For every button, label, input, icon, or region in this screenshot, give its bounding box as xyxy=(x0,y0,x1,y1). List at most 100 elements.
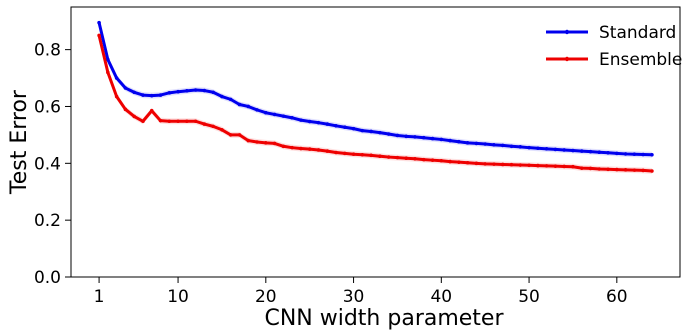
data-point xyxy=(114,76,119,80)
data-point xyxy=(176,119,180,124)
data-point xyxy=(536,163,540,168)
data-point xyxy=(465,160,470,165)
data-point xyxy=(641,152,645,157)
data-point xyxy=(579,166,584,170)
data-point xyxy=(606,167,610,172)
data-point xyxy=(553,147,558,152)
data-point xyxy=(132,114,136,119)
data-point xyxy=(106,70,110,75)
data-point xyxy=(106,57,110,62)
y-axis-label: Test Error xyxy=(7,89,32,195)
data-point xyxy=(334,124,338,128)
data-point xyxy=(246,138,251,143)
data-point xyxy=(325,122,330,126)
data-point xyxy=(114,94,119,99)
data-point xyxy=(457,160,461,164)
data-point xyxy=(421,157,426,162)
data-point xyxy=(299,118,303,122)
data-point xyxy=(597,167,602,171)
data-point xyxy=(299,146,303,151)
x-tick-label: 30 xyxy=(343,287,365,307)
data-point xyxy=(465,141,470,145)
data-point xyxy=(272,112,277,117)
data-point xyxy=(369,129,373,134)
data-point xyxy=(290,116,294,120)
legend: Standard Ensemble xyxy=(546,23,682,70)
y-tick-label: 0.2 xyxy=(34,211,61,231)
data-point xyxy=(342,151,347,156)
data-point xyxy=(202,122,207,126)
data-point xyxy=(413,135,417,139)
data-point xyxy=(527,145,531,150)
y-tick-label: 0.6 xyxy=(34,97,61,117)
data-point xyxy=(237,133,242,137)
data-point xyxy=(562,148,566,152)
data-point xyxy=(123,107,128,112)
data-point xyxy=(395,133,400,138)
data-point xyxy=(316,148,321,152)
data-point xyxy=(588,149,593,154)
data-point xyxy=(421,135,426,140)
data-point xyxy=(430,136,435,141)
legend-label-ensemble: Ensemble xyxy=(599,50,682,70)
data-point xyxy=(264,110,268,115)
x-axis-label: CNN width parameter xyxy=(264,306,504,331)
y-tick-label: 0.0 xyxy=(34,268,61,288)
data-point xyxy=(255,140,259,144)
data-point xyxy=(650,152,654,157)
data-point xyxy=(509,162,514,167)
data-point xyxy=(623,168,628,172)
data-point xyxy=(518,163,523,167)
x-tick-label: 60 xyxy=(606,287,628,307)
plot-area xyxy=(70,6,681,278)
data-point xyxy=(404,134,409,139)
data-point xyxy=(404,156,409,160)
data-point xyxy=(448,138,452,143)
data-point xyxy=(228,97,233,102)
data-point xyxy=(606,151,610,155)
data-point xyxy=(474,141,479,146)
data-point xyxy=(615,151,619,156)
data-point xyxy=(255,108,259,112)
data-point xyxy=(544,147,549,151)
data-point xyxy=(97,20,101,25)
data-point xyxy=(281,144,286,149)
data-point xyxy=(290,145,294,150)
x-tick-label: 40 xyxy=(430,287,452,307)
data-point xyxy=(492,162,496,166)
data-point xyxy=(237,102,242,107)
data-point xyxy=(527,163,531,168)
data-point xyxy=(167,119,172,124)
data-point xyxy=(536,146,540,151)
data-point xyxy=(378,154,382,159)
data-point xyxy=(220,94,224,99)
data-point xyxy=(500,143,505,148)
data-point xyxy=(597,150,602,155)
data-point xyxy=(307,147,312,151)
data-point xyxy=(641,168,645,173)
data-point xyxy=(132,90,136,95)
data-point xyxy=(193,88,198,92)
data-point xyxy=(246,104,251,109)
legend-label-standard: Standard xyxy=(599,23,676,43)
data-point xyxy=(97,33,101,38)
data-point xyxy=(264,141,268,145)
series-line xyxy=(97,21,654,157)
data-point xyxy=(386,155,391,159)
data-point xyxy=(386,132,391,136)
data-point xyxy=(185,89,189,93)
data-point xyxy=(211,124,215,129)
legend-marker-ensemble xyxy=(564,56,570,62)
data-point xyxy=(588,166,593,171)
data-point xyxy=(211,90,215,95)
data-point xyxy=(149,93,154,98)
data-point xyxy=(448,159,452,164)
data-point xyxy=(483,142,487,146)
data-point xyxy=(571,148,575,153)
plot-frame xyxy=(70,6,681,278)
data-point xyxy=(632,152,637,157)
data-point xyxy=(413,156,417,161)
data-point xyxy=(571,164,575,169)
series-line xyxy=(97,33,654,173)
